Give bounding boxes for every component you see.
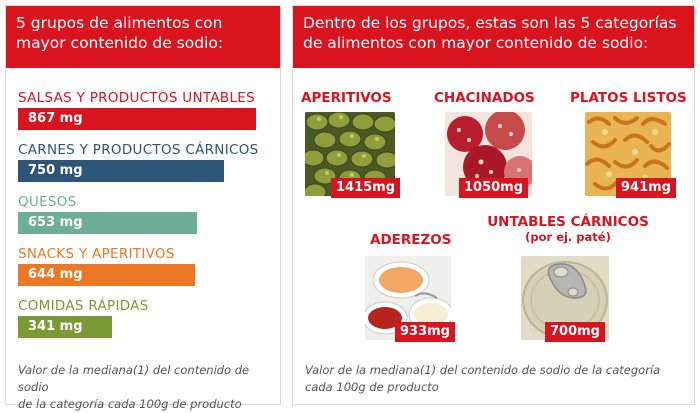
price-tag-platos-listos: 941mg xyxy=(616,178,676,198)
food-name-untables-carnicos: UNTABLES CÁRNICOS xyxy=(487,214,649,230)
price-tag-untables-carnicos: 700mg xyxy=(545,322,605,342)
left-footnote: Valor de la mediana(1) del contenido de … xyxy=(18,362,276,413)
price-tag-aperitivos: 1415mg xyxy=(331,178,401,198)
bar-value-label: 644 mg xyxy=(28,267,83,282)
category-label: SALSAS Y PRODUCTOS UNTABLES xyxy=(18,90,256,106)
bar-value-label: 653 mg xyxy=(28,215,83,230)
price-tag-chacinados: 1050mg xyxy=(459,178,529,198)
category-label: SNACKS Y APERITIVOS xyxy=(18,246,175,262)
food-title-platos-listos: PLATOS LISTOS xyxy=(570,90,687,106)
sodium-groups-bar-chart: SALSAS Y PRODUCTOS UNTABLES 867 mg CARNES … xyxy=(6,68,280,358)
price-tag-aderezos: 933mg xyxy=(395,322,455,342)
food-title-untables-carnicos: UNTABLES CÁRNICOS (por ej. paté) xyxy=(483,214,653,244)
bar xyxy=(18,316,112,338)
bar xyxy=(18,160,224,182)
tin-can-photo-icon xyxy=(521,256,609,340)
right-title-line1: Dentro de los grupos, estas son las 5 ca… xyxy=(303,14,677,32)
bar xyxy=(18,108,256,130)
food-title-aperitivos: APERITIVOS xyxy=(301,90,392,106)
left-title-line2: mayor contenido de sodio: xyxy=(16,34,224,52)
right-title-line2: de alimentos con mayor contenido de sodi… xyxy=(303,34,649,52)
right-footnote-line1: Valor de la mediana(1) del contenido de … xyxy=(305,363,661,377)
right-footnote-line2: cada 100g de producto xyxy=(305,380,439,394)
right-panel-header: Dentro de los grupos, estas son las 5 ca… xyxy=(293,6,694,68)
bar-value-label: 867 mg xyxy=(28,111,83,126)
right-footnote: Valor de la mediana(1) del contenido de … xyxy=(305,362,685,396)
food-sub-untables-carnicos: (por ej. paté) xyxy=(525,230,611,244)
sodium-groups-panel: 5 grupos de alimentos con mayor contenid… xyxy=(5,5,281,411)
bar-value-label: 341 mg xyxy=(28,319,83,334)
category-label: CARNES Y PRODUCTOS CÁRNICOS xyxy=(18,142,259,158)
category-label: COMIDAS RÁPIDAS xyxy=(18,298,149,314)
left-panel-header: 5 grupos de alimentos con mayor contenid… xyxy=(6,6,280,68)
sodium-categories-panel: Dentro de los grupos, estas son las 5 ca… xyxy=(292,5,695,405)
left-footnote-line1: Valor de la mediana(1) del contenido de … xyxy=(18,363,250,394)
left-footnote-line2: de la categoría cada 100g de producto xyxy=(18,397,242,411)
left-title-line1: 5 grupos de alimentos con xyxy=(16,14,223,32)
bar-value-label: 750 mg xyxy=(28,163,83,178)
food-title-chacinados: CHACINADOS xyxy=(434,90,535,106)
category-label: QUESOS xyxy=(18,194,77,210)
bar xyxy=(18,264,195,286)
food-title-aderezos: ADEREZOS xyxy=(370,232,452,248)
bar xyxy=(18,212,197,234)
